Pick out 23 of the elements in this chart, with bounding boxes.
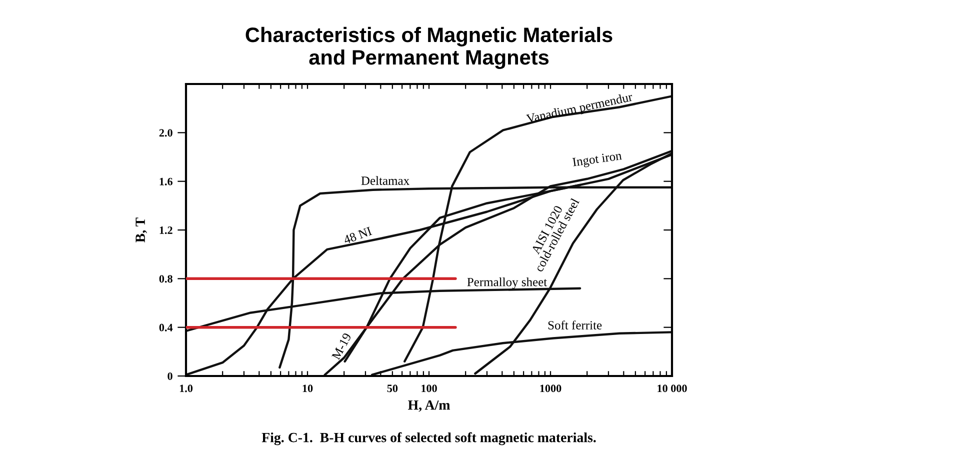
x-tick-label: 10 000 (658, 384, 687, 392)
y-tick-label: 0.4 (159, 324, 173, 332)
y-tick-label: 1.6 (160, 178, 172, 186)
chart-title: Characteristics of Magnetic Materials and Permanent Magnets (246, 26, 612, 69)
y-tick-label: 0.8 (159, 275, 172, 283)
series-label: Deltamax (361, 176, 410, 185)
y-axis-title: B, T (136, 218, 147, 242)
y-tick-label: 1.2 (160, 226, 172, 234)
text: Fig. C-1. B-H curves of selected soft magnetic materials. (262, 432, 596, 446)
text: Vanadium permendur (526, 92, 634, 126)
series-label: Permalloy sheet (467, 277, 548, 289)
y-tick-label: 2.0 (159, 129, 172, 137)
text: 48 NI (342, 226, 372, 244)
series-label: Soft ferrite (548, 320, 602, 330)
x-tick-label: 50 (387, 384, 398, 392)
x-tick-label: 1000 (540, 384, 562, 392)
text: M-19 (331, 332, 352, 360)
x-tick-label: 1.0 (180, 384, 193, 392)
y-tick-label: 0 (168, 372, 172, 380)
x-axis-title: H, A/m (408, 400, 450, 412)
x-tick-label: 100 (422, 384, 437, 392)
x-tick-label: 10 (302, 384, 313, 392)
text: Ingot iron (572, 151, 622, 169)
